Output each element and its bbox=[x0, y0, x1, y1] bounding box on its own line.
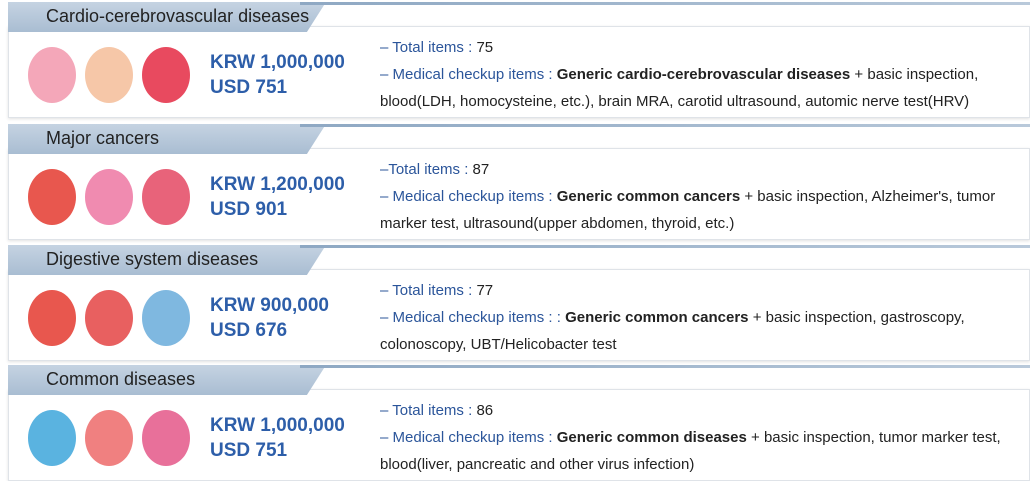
section-title: Cardio-cerebrovascular diseases bbox=[46, 6, 309, 27]
icon bbox=[142, 410, 190, 466]
page: Cardio-cerebrovascular diseases KRW 1,000… bbox=[0, 0, 1030, 481]
section-title: Major cancers bbox=[46, 128, 159, 149]
items-label: – Medical checkup items : bbox=[380, 188, 553, 205]
items-line: – Medical checkup items : : Generic comm… bbox=[380, 304, 1025, 358]
title-rule bbox=[300, 124, 1030, 127]
total-value: 77 bbox=[476, 282, 493, 299]
total-line: – Total items : 75 bbox=[380, 34, 1025, 61]
price-krw: KRW 1,200,000 bbox=[210, 172, 345, 197]
icons bbox=[22, 40, 197, 110]
info: –Total items : 87– Medical checkup items… bbox=[380, 156, 1025, 237]
icon bbox=[142, 47, 190, 103]
title-rule bbox=[300, 245, 1030, 248]
total-label: – Total items : bbox=[380, 39, 472, 56]
icon bbox=[28, 410, 76, 466]
items-bold: Generic common cancers bbox=[557, 188, 740, 205]
icon bbox=[85, 290, 133, 346]
icon bbox=[28, 290, 76, 346]
section-title: Digestive system diseases bbox=[46, 249, 258, 270]
icons bbox=[22, 403, 197, 473]
info: – Total items : 75– Medical checkup item… bbox=[380, 34, 1025, 115]
price-krw: KRW 1,000,000 bbox=[210, 413, 345, 438]
items-label: – Medical checkup items : bbox=[380, 66, 553, 83]
items-bold: Generic common diseases bbox=[557, 429, 747, 446]
section-title: Common diseases bbox=[46, 369, 195, 390]
items-label: – Medical checkup items : bbox=[380, 429, 553, 446]
section: Cardio-cerebrovascular diseases KRW 1,000… bbox=[0, 0, 1030, 118]
price-usd: USD 751 bbox=[210, 438, 345, 463]
info: – Total items : 77– Medical checkup item… bbox=[380, 277, 1025, 358]
icons bbox=[22, 162, 197, 232]
total-value: 87 bbox=[473, 161, 490, 178]
items-label: – Medical checkup items : : bbox=[380, 309, 561, 326]
price-usd: USD 676 bbox=[210, 318, 329, 343]
items-bold: Generic cardio-cerebrovascular diseases bbox=[557, 66, 851, 83]
price-usd: USD 901 bbox=[210, 197, 345, 222]
icon bbox=[85, 410, 133, 466]
total-line: – Total items : 77 bbox=[380, 277, 1025, 304]
title-rule bbox=[300, 365, 1030, 368]
price-usd: USD 751 bbox=[210, 75, 345, 100]
title-rule bbox=[300, 2, 1030, 5]
icon bbox=[28, 47, 76, 103]
info: – Total items : 86– Medical checkup item… bbox=[380, 397, 1025, 478]
icon bbox=[142, 169, 190, 225]
items-line: – Medical checkup items : Generic cardio… bbox=[380, 61, 1025, 115]
items-line: – Medical checkup items : Generic common… bbox=[380, 424, 1025, 478]
total-line: –Total items : 87 bbox=[380, 156, 1025, 183]
total-value: 75 bbox=[476, 39, 493, 56]
total-label: –Total items : bbox=[380, 161, 468, 178]
items-bold: Generic common cancers bbox=[565, 309, 748, 326]
price-krw: KRW 900,000 bbox=[210, 293, 329, 318]
total-label: – Total items : bbox=[380, 402, 472, 419]
total-line: – Total items : 86 bbox=[380, 397, 1025, 424]
total-value: 86 bbox=[476, 402, 493, 419]
total-label: – Total items : bbox=[380, 282, 472, 299]
items-line: – Medical checkup items : Generic common… bbox=[380, 183, 1025, 237]
icon bbox=[85, 169, 133, 225]
icon bbox=[28, 169, 76, 225]
icons bbox=[22, 283, 197, 353]
icon bbox=[142, 290, 190, 346]
icon bbox=[85, 47, 133, 103]
price-krw: KRW 1,000,000 bbox=[210, 50, 345, 75]
